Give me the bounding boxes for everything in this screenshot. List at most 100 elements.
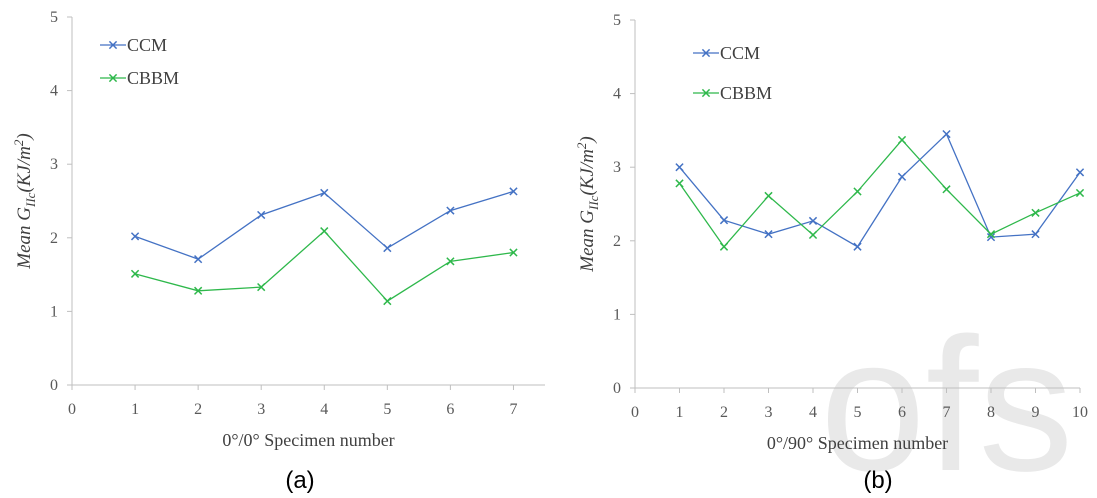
marker-stroke [719,216,729,225]
marker-stroke [764,230,773,239]
data-point-ccm [383,243,392,253]
x-tick-label: 6 [898,404,906,421]
data-point-cbbm [509,248,518,257]
data-point-cbbm [942,185,951,194]
chart-b: 0 1 2 3 4 5 0 1 2 3 4 5 6 7 8 9 10 0°/90° Specimen number… [574,12,1088,453]
data-point-cbbm [853,187,862,196]
marker-stroke [986,232,996,242]
data-point-cbbm [675,179,684,188]
x-tick-label: 4 [320,401,328,418]
marker-stroke [853,242,862,251]
data-point-ccm [320,188,329,198]
legend-marker [701,48,711,58]
data-point-ccm [1075,168,1085,177]
y-tick-label: 3 [613,159,621,176]
y-axis-label: Mean GIIc(KJ/m2) [574,136,601,272]
y-tick-label: 5 [50,9,58,26]
y-tick-label: 4 [613,86,621,103]
marker-stroke [446,257,455,266]
marker-stroke [1031,230,1040,239]
data-point-ccm [257,210,266,220]
series-line-ccm [134,190,514,260]
data-point-ccm [194,255,203,264]
legend-label-cbbm: CBBM [720,83,772,103]
caption-a: (a) [285,467,314,494]
data-point-cbbm [1031,208,1040,217]
y-tick-label: 2 [613,233,621,250]
data-point-cbbm [446,257,455,266]
watermark-text: ofs [820,299,1073,498]
marker-stroke [942,129,951,139]
legend-label-ccm: CCM [127,35,167,55]
x-tick-label: 7 [943,404,951,421]
marker-stroke [675,179,684,188]
marker-stroke [194,286,203,295]
marker-stroke [446,206,455,215]
y-tick-label: 1 [50,303,58,320]
y-tick-label: 0 [50,377,58,394]
series-line-cbbm [678,138,1081,248]
series-line-ccm [679,132,1081,248]
x-tick-label: 0 [631,404,639,421]
x-tick-label: 3 [765,404,773,421]
data-point-ccm [853,242,862,251]
data-point-ccm [897,172,907,181]
marker-stroke [675,163,684,172]
data-point-cbbm [986,230,996,239]
x-tick-label: 2 [194,401,202,418]
marker-stroke [853,187,862,196]
marker-stroke [942,185,951,194]
data-point-cbbm [897,135,907,145]
data-point-cbbm [194,286,203,295]
data-point-ccm [675,163,684,172]
x-axis-label: 0°/0° Specimen number [222,430,394,450]
x-tick-label: 10 [1072,404,1088,421]
marker-stroke [383,243,392,253]
data-point-ccm [719,216,729,225]
y-tick-label: 1 [613,306,621,323]
data-point-cbbm [130,269,140,278]
marker-stroke [1075,188,1085,198]
marker-stroke [808,216,818,226]
marker-stroke [257,282,266,292]
data-point-ccm [986,232,996,242]
x-tick-label: 1 [131,401,139,418]
x-axis-label: 0°/90° Specimen number [767,433,948,453]
x-tick-label: 7 [509,401,517,418]
x-tick-label: 1 [676,404,684,421]
y-axis-label: Mean GIIc(KJ/m2) [11,133,38,269]
y-tick-label: 3 [50,156,58,173]
marker-stroke [130,232,140,241]
y-tick-label: 4 [50,83,58,100]
x-tick-label: 5 [383,401,391,418]
legend-label-cbbm: CBBM [127,68,179,88]
marker-stroke [257,210,266,220]
marker-stroke [897,172,907,181]
data-point-cbbm [764,191,773,201]
legend-marker [701,88,711,98]
x-tick-label: 4 [809,404,817,421]
marker-stroke [1075,168,1085,177]
marker-stroke [719,242,729,251]
marker-stroke [320,188,329,198]
legend-marker [108,73,118,83]
data-point-ccm [1031,230,1040,239]
data-point-cbbm [320,227,329,236]
marker-stroke [897,135,907,145]
x-tick-label: 3 [257,401,265,418]
legend-marker [108,40,118,50]
x-tick-label: 5 [854,404,862,421]
data-point-ccm [764,230,773,239]
legend-label-ccm: CCM [720,43,760,63]
data-point-ccm [446,206,455,215]
x-tick-label: 2 [720,404,728,421]
x-tick-label: 8 [987,404,995,421]
marker-stroke [194,255,203,264]
y-tick-label: 2 [50,230,58,247]
marker-stroke [986,230,996,239]
x-tick-label: 6 [446,401,454,418]
data-point-cbbm [257,282,266,292]
marker-stroke [509,248,518,257]
data-point-cbbm [1075,188,1085,198]
